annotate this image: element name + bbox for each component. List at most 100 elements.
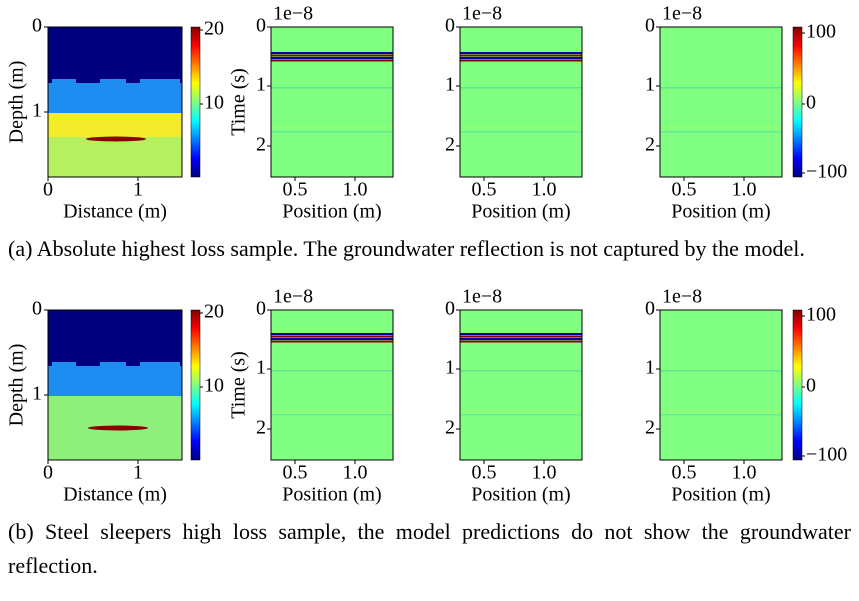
model-frame (47, 26, 183, 178)
reflection (460, 338, 582, 340)
faint-reflection (660, 131, 782, 133)
colorbar (792, 26, 803, 178)
y-tick-label: 1 (256, 74, 266, 96)
model-sleeper-gap (52, 79, 76, 87)
x-tick-label: 1.0 (532, 179, 557, 201)
reflection (271, 59, 393, 62)
offset-label: 1e−8 (462, 3, 502, 25)
model-ballast (48, 366, 182, 396)
x-axis-label: Distance (m) (63, 201, 167, 223)
reflection (460, 333, 582, 335)
faint-reflection (660, 87, 782, 89)
y-tick-label: 0 (256, 298, 266, 320)
model-lens (86, 136, 146, 142)
faint-reflection (660, 127, 782, 129)
colorbar-tick-label: 100 (806, 304, 836, 326)
model-sleeper-gap (140, 79, 180, 87)
y-tick-label: 1 (445, 357, 455, 379)
y-tick-label: 1 (32, 100, 42, 122)
colorbar-tick-label: 100 (806, 21, 836, 43)
offset-label: 1e−8 (273, 286, 313, 308)
y-tick-label: 1 (256, 357, 266, 379)
radargram-bg (271, 310, 393, 460)
radargram-frame (659, 309, 783, 461)
y-tick-label: 2 (645, 417, 655, 439)
reflection (271, 54, 393, 57)
model-sleeper-gap (100, 362, 126, 370)
x-tick-label: 0.5 (672, 179, 697, 201)
reflection (271, 338, 393, 340)
faint-reflection (271, 370, 393, 372)
x-tick-label: 0.5 (472, 462, 497, 484)
radargram-bg (460, 310, 582, 460)
model-layer (48, 113, 182, 137)
y-tick-label: 1 (445, 74, 455, 96)
faint-reflection (460, 370, 582, 372)
reflection (271, 340, 393, 343)
x-tick-label: 1 (133, 462, 143, 484)
radargram-frame (659, 26, 783, 178)
radargram-bg (460, 27, 582, 177)
colorbar (792, 309, 803, 461)
x-axis-label: Distance (m) (63, 484, 167, 506)
colorbar-tick-label: 20 (204, 301, 224, 323)
colorbar-tick-label: −100 (806, 161, 847, 183)
reflection (460, 59, 582, 62)
offset-label: 1e−8 (273, 3, 313, 25)
x-tick-label: 1.0 (732, 462, 757, 484)
y-tick-label: 2 (445, 134, 455, 156)
x-tick-label: 1 (133, 179, 143, 201)
caption: (a) Absolute highest loss sample. The gr… (8, 236, 805, 261)
y-tick-label: 2 (645, 134, 655, 156)
y-tick-label: 1 (32, 383, 42, 405)
x-axis-label: Position (m) (471, 201, 570, 223)
y-axis-label: Depth (m) (6, 61, 28, 144)
reflection (460, 54, 582, 57)
radargram-bg (271, 27, 393, 177)
radargram-frame (270, 309, 394, 461)
colorbar-tick-label: 0 (806, 92, 816, 114)
reflection (271, 52, 393, 54)
faint-reflection (660, 370, 782, 372)
faint-reflection (271, 410, 393, 412)
y-tick-label: 0 (256, 15, 266, 37)
faint-reflection (460, 131, 582, 133)
colorbar-tick-label: 0 (806, 375, 816, 397)
x-axis-label: Position (m) (282, 201, 381, 223)
y-axis-label: Depth (m) (6, 344, 28, 427)
y-axis-label: Time (s) (228, 351, 250, 419)
offset-label: 1e−8 (662, 3, 702, 25)
y-tick-label: 0 (445, 298, 455, 320)
y-tick-label: 0 (645, 15, 655, 37)
colorbar (190, 26, 201, 178)
radargram-bg (660, 27, 782, 177)
faint-reflection (460, 414, 582, 416)
colorbar-tick-label: 20 (204, 18, 224, 40)
y-tick-label: 0 (32, 298, 42, 320)
reflection (271, 333, 393, 335)
y-tick-label: 2 (256, 134, 266, 156)
reflection (460, 335, 582, 338)
y-tick-label: 1 (645, 357, 655, 379)
faint-reflection (271, 127, 393, 129)
x-tick-label: 1.0 (732, 179, 757, 201)
x-axis-label: Position (m) (282, 484, 381, 506)
model-air (48, 310, 182, 366)
reflection (271, 57, 393, 59)
colorbar-tick-label: −100 (806, 444, 847, 466)
x-axis-label: Position (m) (671, 484, 770, 506)
x-axis-label: Position (m) (671, 201, 770, 223)
y-tick-label: 2 (256, 417, 266, 439)
faint-reflection (460, 410, 582, 412)
reflection (460, 340, 582, 343)
x-tick-label: 0.5 (672, 462, 697, 484)
faint-reflection (460, 87, 582, 89)
y-axis-label: Time (s) (228, 68, 250, 136)
x-tick-label: 0.5 (283, 179, 308, 201)
colorbar (190, 309, 201, 461)
reflection (460, 52, 582, 54)
x-tick-label: 0.5 (283, 462, 308, 484)
x-tick-label: 1.0 (532, 462, 557, 484)
faint-reflection (660, 414, 782, 416)
